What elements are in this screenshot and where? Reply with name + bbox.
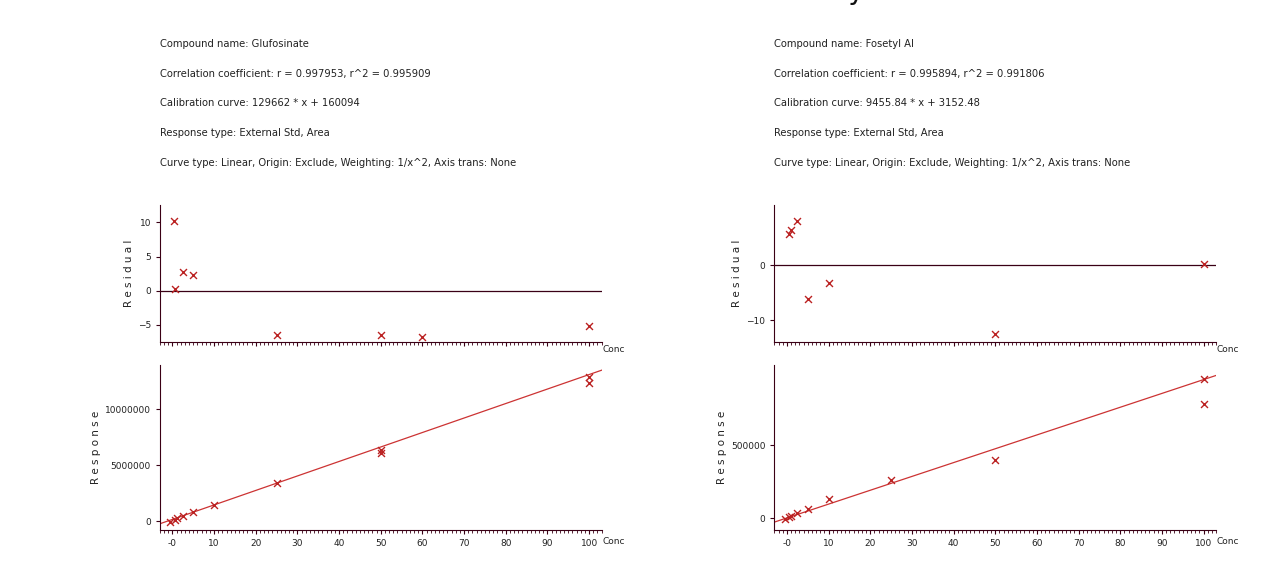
Point	[371, 449, 392, 458]
Point	[1193, 375, 1213, 384]
Text: Curve type: Linear, Origin: Exclude, Weighting: 1/x^2, Axis trans: None: Curve type: Linear, Origin: Exclude, Wei…	[160, 158, 516, 168]
Y-axis label: R e s i d u a l: R e s i d u a l	[732, 240, 742, 307]
Point	[579, 378, 599, 387]
Text: Response type: External Std, Area: Response type: External Std, Area	[160, 128, 330, 138]
Point	[774, 515, 795, 524]
Text: Calibration curve: 129662 * x + 160094: Calibration curve: 129662 * x + 160094	[160, 98, 360, 108]
Text: Correlation coefficient: r = 0.995894, r^2 = 0.991806: Correlation coefficient: r = 0.995894, r…	[774, 68, 1044, 79]
Point	[818, 495, 838, 504]
Point	[371, 331, 392, 340]
Point	[160, 518, 180, 527]
Point	[781, 225, 801, 234]
Point	[579, 373, 599, 382]
Point	[787, 508, 808, 518]
Text: Fosetyl Al: Fosetyl Al	[774, 0, 909, 5]
Point	[579, 321, 599, 331]
Point	[412, 333, 433, 342]
Point	[164, 217, 184, 226]
Point	[173, 268, 193, 277]
Point	[781, 512, 801, 521]
Text: Response type: External Std, Area: Response type: External Std, Area	[774, 128, 945, 138]
Point	[164, 515, 184, 524]
Point	[266, 331, 287, 340]
Text: Compound name: Fosetyl Al: Compound name: Fosetyl Al	[774, 39, 914, 49]
Point	[183, 270, 204, 279]
Text: Conc: Conc	[1217, 345, 1239, 354]
Text: Correlation coefficient: r = 0.997953, r^2 = 0.995909: Correlation coefficient: r = 0.997953, r…	[160, 68, 431, 79]
Point	[986, 455, 1006, 465]
Text: Conc: Conc	[603, 345, 625, 354]
Text: Conc: Conc	[1217, 537, 1239, 545]
Point	[371, 445, 392, 454]
Point	[797, 295, 818, 304]
Text: Curve type: Linear, Origin: Exclude, Weighting: 1/x^2, Axis trans: None: Curve type: Linear, Origin: Exclude, Wei…	[774, 158, 1130, 168]
Y-axis label: R e s p o n s e: R e s p o n s e	[91, 411, 101, 484]
Point	[818, 278, 838, 287]
Point	[183, 508, 204, 517]
Text: Conc: Conc	[603, 537, 625, 545]
Point	[1193, 400, 1213, 409]
Point	[881, 476, 901, 485]
Point	[173, 512, 193, 521]
Point	[778, 512, 799, 522]
Point	[1193, 260, 1213, 269]
Text: Calibration curve: 9455.84 * x + 3152.48: Calibration curve: 9455.84 * x + 3152.48	[774, 98, 980, 108]
Point	[164, 284, 184, 293]
Text: Glufosinate: Glufosinate	[160, 0, 319, 5]
Point	[204, 500, 224, 510]
Point	[266, 479, 287, 488]
Y-axis label: R e s i d u a l: R e s i d u a l	[124, 240, 133, 307]
Point	[986, 329, 1006, 339]
Point	[787, 216, 808, 225]
Y-axis label: R e s p o n s e: R e s p o n s e	[717, 411, 727, 484]
Point	[166, 514, 187, 523]
Point	[778, 229, 799, 238]
Point	[797, 504, 818, 514]
Text: Compound name: Glufosinate: Compound name: Glufosinate	[160, 39, 308, 49]
